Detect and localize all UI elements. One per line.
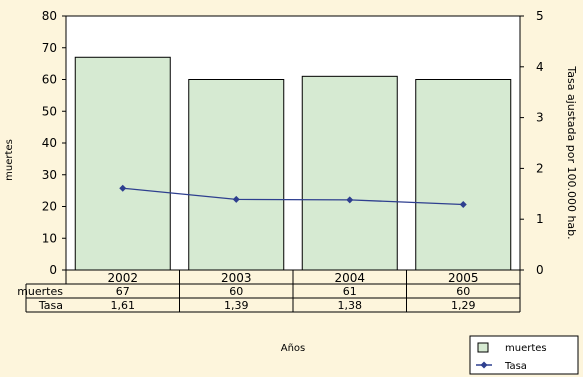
legend-swatch-muertes (477, 342, 489, 353)
x-axis-title: Años (281, 343, 306, 354)
marker-tasa-2003 (232, 195, 240, 203)
legend-marker-tasa (480, 361, 488, 369)
y-tick-label: 30 (42, 168, 57, 182)
line-tasa (122, 187, 464, 206)
y-tick-label: 20 (42, 200, 57, 214)
y2-axis-title: Tasa ajustada por 100.000 hab. (565, 65, 578, 239)
table-row-header-tasa: Tasa (38, 299, 63, 312)
y2-tick-label: 1 (536, 212, 544, 226)
y-tick-label: 40 (42, 136, 57, 150)
bar-muertes-2002 (74, 56, 171, 271)
y-tick-label: 0 (49, 263, 57, 277)
y-tick-label: 10 (42, 231, 57, 245)
legend-label-muertes: muertes (505, 343, 547, 354)
bar-muertes-2003 (188, 79, 285, 271)
table-cell-tasa: 1,29 (451, 299, 476, 312)
marker-tasa-2005 (459, 200, 467, 208)
bar-muertes-2004 (301, 75, 398, 271)
y2-tick-label: 3 (536, 111, 544, 125)
x-tick-label: 2005 (448, 271, 479, 285)
y-tick-label: 70 (42, 41, 57, 55)
table-cell-tasa: 1,39 (224, 299, 249, 312)
table-cell-muertes: 60 (456, 285, 470, 298)
y-tick-label: 60 (42, 73, 57, 87)
table-cell-muertes: 61 (343, 285, 357, 298)
legend-box (469, 335, 579, 375)
y-tick-label: 80 (42, 9, 57, 23)
marker-tasa-2004 (346, 196, 354, 204)
legend: muertes Tasa (469, 335, 579, 375)
y2-tick-label: 4 (536, 60, 544, 74)
table-cell-muertes: 67 (116, 285, 130, 298)
y-axis-title: muertes (4, 139, 15, 181)
x-tick-label: 2002 (107, 271, 138, 285)
table-row-header-muertes: muertes (17, 285, 63, 298)
table-cell-tasa: 1,61 (111, 299, 136, 312)
bar-muertes-2005 (415, 79, 512, 271)
y-tick-label: 50 (42, 104, 57, 118)
marker-tasa-2002 (119, 184, 127, 192)
table-cell-muertes: 60 (229, 285, 243, 298)
x-tick-label: 2004 (334, 271, 365, 285)
y2-tick-label: 2 (536, 161, 544, 175)
y2-tick-label: 0 (536, 263, 544, 277)
table-cell-tasa: 1,38 (338, 299, 363, 312)
x-tick-label: 2003 (221, 271, 252, 285)
y2-tick-label: 5 (536, 9, 544, 23)
legend-label-tasa: Tasa (504, 361, 527, 372)
